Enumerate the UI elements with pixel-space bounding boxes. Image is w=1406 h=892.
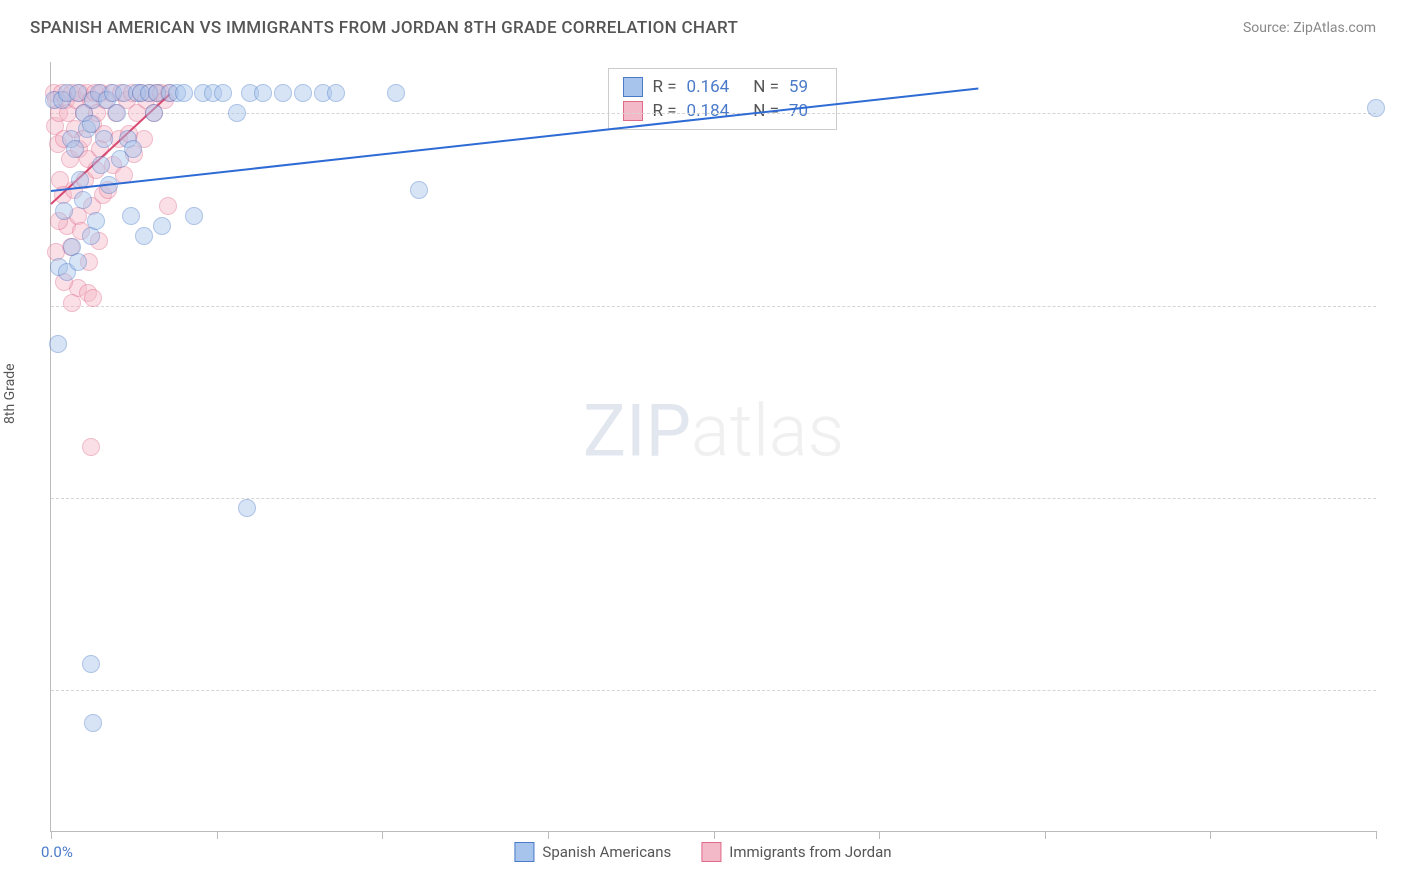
stats-legend-box: R = 0.164 N = 59 R = 0.184 N = 70	[608, 68, 838, 130]
scatter-point	[87, 212, 105, 230]
n-value-2: 70	[789, 101, 808, 121]
scatter-point	[63, 294, 81, 312]
scatter-point	[214, 84, 232, 102]
gridline	[51, 690, 1376, 691]
scatter-point	[327, 84, 345, 102]
gridline	[51, 113, 1376, 114]
scatter-point	[1367, 99, 1385, 117]
watermark: ZIPatlas	[583, 389, 844, 474]
legend-label-2: Immigrants from Jordan	[729, 843, 891, 861]
x-tick	[548, 831, 549, 839]
x-tick	[879, 831, 880, 839]
scatter-point	[228, 104, 246, 122]
series1-swatch	[514, 842, 534, 862]
scatter-point	[74, 191, 92, 209]
scatter-point	[159, 197, 177, 215]
scatter-point	[122, 207, 140, 225]
x-tick	[1210, 831, 1211, 839]
x-tick	[217, 831, 218, 839]
x-tick-label: 0.0%	[41, 843, 73, 861]
y-tick-label: 100.0%	[1386, 104, 1406, 122]
scatter-point	[95, 130, 113, 148]
legend-item-2: Immigrants from Jordan	[701, 842, 891, 862]
y-tick-label: 92.5%	[1386, 297, 1406, 315]
scatter-point	[185, 207, 203, 225]
legend-item-1: Spanish Americans	[514, 842, 671, 862]
scatter-point	[294, 84, 312, 102]
scatter-point	[153, 217, 171, 235]
y-tick-label: 77.5%	[1386, 681, 1406, 699]
x-tick	[1376, 831, 1377, 839]
legend-label-1: Spanish Americans	[542, 843, 671, 861]
scatter-point	[84, 714, 102, 732]
stats-row-2: R = 0.184 N = 70	[623, 99, 823, 123]
scatter-point	[175, 84, 193, 102]
scatter-point	[82, 227, 100, 245]
scatter-point	[82, 115, 100, 133]
scatter-point	[92, 156, 110, 174]
trend-line	[51, 88, 979, 193]
series2-swatch	[623, 101, 643, 121]
scatter-point	[84, 289, 102, 307]
y-axis-title: 8th Grade	[2, 363, 18, 424]
bottom-legend: Spanish Americans Immigrants from Jordan	[514, 842, 891, 862]
n-value-1: 59	[789, 77, 808, 97]
scatter-point	[238, 499, 256, 517]
scatter-plot-area: ZIPatlas R = 0.164 N = 59 R = 0.184 N = …	[50, 62, 1376, 832]
stats-row-1: R = 0.164 N = 59	[623, 75, 823, 99]
scatter-point	[254, 84, 272, 102]
r-label: R =	[653, 77, 677, 97]
x-tick	[51, 831, 52, 839]
source-label: Source: ZipAtlas.com	[1243, 20, 1376, 36]
scatter-point	[49, 335, 67, 353]
x-tick	[382, 831, 383, 839]
r-value-1: 0.164	[687, 77, 730, 97]
r-label: R =	[653, 101, 677, 121]
series1-swatch	[623, 77, 643, 97]
x-tick	[1045, 831, 1046, 839]
gridline	[51, 306, 1376, 307]
scatter-point	[387, 84, 405, 102]
scatter-point	[82, 655, 100, 673]
chart-title: SPANISH AMERICAN VS IMMIGRANTS FROM JORD…	[30, 18, 738, 38]
scatter-point	[82, 438, 100, 456]
x-tick	[714, 831, 715, 839]
x-tick-label: 100.0%	[1386, 843, 1406, 861]
scatter-point	[410, 181, 428, 199]
scatter-point	[66, 140, 84, 158]
scatter-point	[145, 104, 163, 122]
scatter-point	[108, 104, 126, 122]
scatter-point	[55, 202, 73, 220]
scatter-point	[124, 140, 142, 158]
scatter-point	[274, 84, 292, 102]
n-label: N =	[753, 77, 779, 97]
y-tick-label: 85.0%	[1386, 489, 1406, 507]
series2-swatch	[701, 842, 721, 862]
scatter-point	[135, 227, 153, 245]
scatter-point	[69, 253, 87, 271]
